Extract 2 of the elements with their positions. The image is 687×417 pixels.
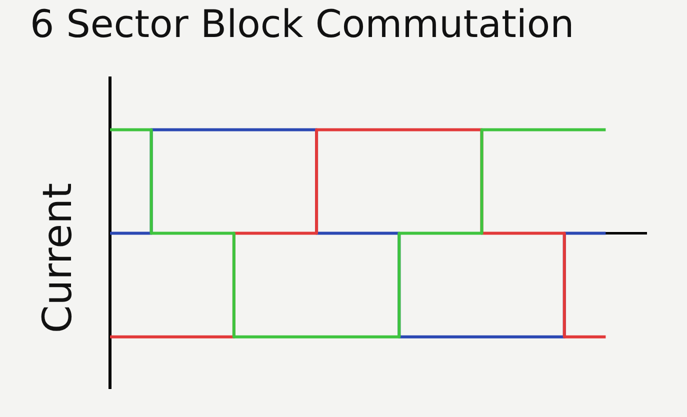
y-axis-title: Current [35, 182, 81, 334]
chart-title: 6 Sector Block Commutation [30, 2, 574, 46]
